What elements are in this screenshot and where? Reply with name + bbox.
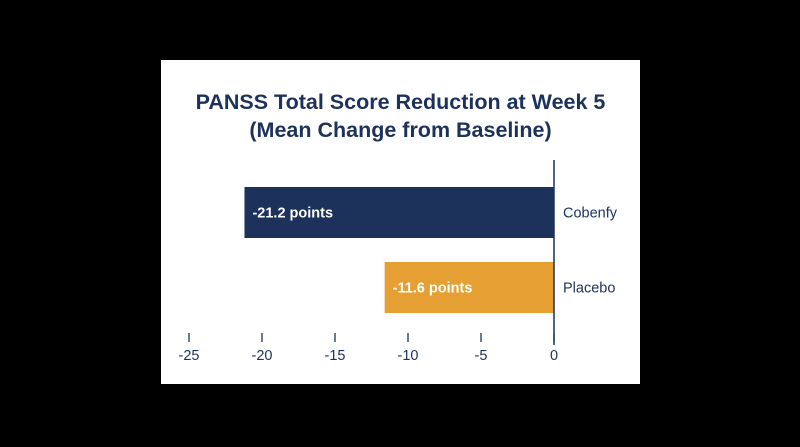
chart-title: PANSS Total Score Reduction at Week 5 (M…	[161, 88, 640, 144]
x-tick-label: -15	[325, 348, 346, 364]
x-tick-label: -20	[252, 348, 273, 364]
category-label-placebo: Placebo	[563, 281, 615, 297]
x-tick-label: -5	[475, 348, 488, 364]
bar-placebo	[384, 262, 554, 313]
category-label-cobenfy: Cobenfy	[563, 206, 618, 222]
x-tick-label: -25	[179, 348, 200, 364]
chart-panel: PANSS Total Score Reduction at Week 5 (M…	[161, 60, 640, 384]
bar-cobenfy	[244, 187, 554, 238]
x-tick-label: 0	[550, 348, 558, 364]
chart-title-line-1: PANSS Total Score Reduction at Week 5	[195, 90, 606, 114]
x-tick-label: -10	[398, 348, 419, 364]
data-label-placebo: -11.6 points	[393, 281, 473, 297]
data-label-cobenfy: -21.2 points	[252, 206, 333, 222]
bar-chart: -21.2 points Cobenfy -11.6 points Placebo -2…	[179, 160, 618, 364]
chart-title-line-2: (Mean Change from Baseline)	[249, 118, 552, 142]
